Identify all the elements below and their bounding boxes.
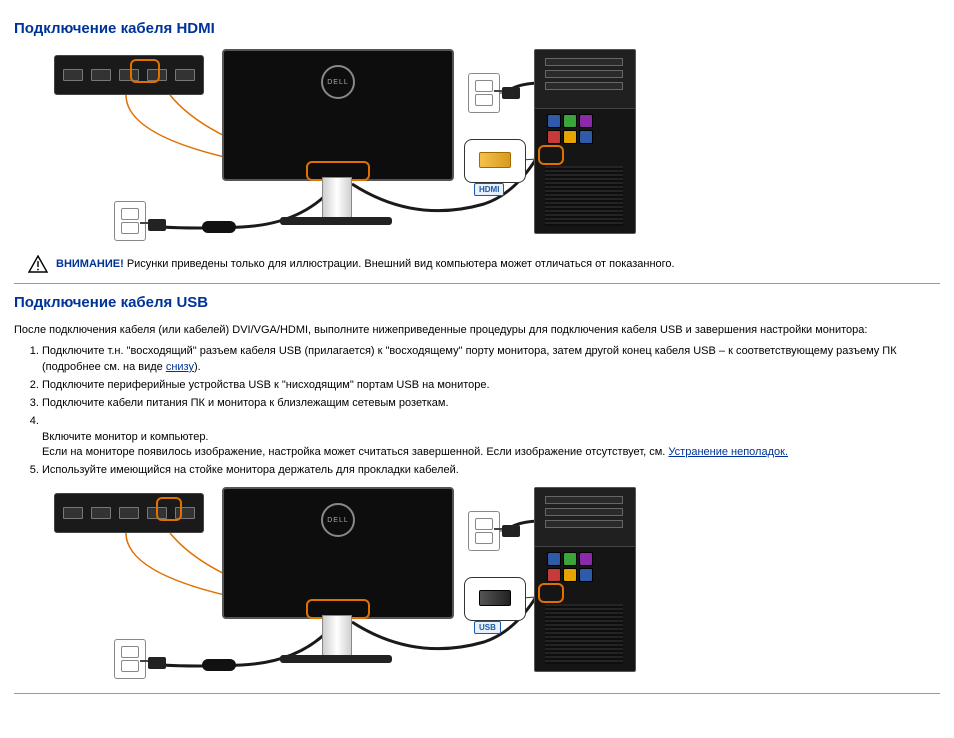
power-adapter xyxy=(202,221,236,233)
tag-usb: USB xyxy=(474,621,501,634)
port-highlight-tower-usb xyxy=(538,583,564,603)
list-item: Подключите кабели питания ПК и монитора … xyxy=(42,396,940,412)
list-item: Подключите т.н. "восходящий" разъем кабе… xyxy=(42,344,940,376)
caution-label: ВНИМАНИЕ! xyxy=(56,258,124,270)
step-text: Подключите периферийные устройства USB к… xyxy=(42,379,490,391)
monitor-ports-panel xyxy=(54,55,204,95)
power-plug-monitor xyxy=(148,219,166,231)
divider xyxy=(14,693,940,694)
wall-outlet-monitor xyxy=(114,201,146,241)
port-highlight-hdmi-panel xyxy=(130,59,160,83)
diagram-hdmi: DELL HDMI xyxy=(54,49,654,239)
callout-usb-plug xyxy=(464,577,526,621)
wall-outlet-monitor xyxy=(114,639,146,679)
monitor-neck xyxy=(322,615,352,659)
power-plug-monitor xyxy=(148,657,166,669)
wall-outlet-pc xyxy=(468,511,500,551)
heading-usb: Подключение кабеля USB xyxy=(14,294,940,311)
power-plug-pc xyxy=(502,87,520,99)
warning-icon xyxy=(28,255,48,273)
monitor-base xyxy=(280,217,392,225)
dell-logo: DELL xyxy=(321,65,355,99)
monitor-base xyxy=(280,655,392,663)
wall-outlet-pc xyxy=(468,73,500,113)
heading-hdmi: Подключение кабеля HDMI xyxy=(14,20,940,37)
step-text: ). xyxy=(194,361,201,373)
diagram-usb: DELL USB xyxy=(54,487,654,677)
caution-text: Рисунки приведены только для иллюстрации… xyxy=(124,258,675,270)
list-item: Подключите периферийные устройства USB к… xyxy=(42,378,940,394)
power-plug-pc xyxy=(502,525,520,537)
pc-tower xyxy=(534,49,636,234)
usb-steps-list: Подключите т.н. "восходящий" разъем кабе… xyxy=(42,344,940,480)
link-troubleshooting[interactable]: Устранение неполадок. xyxy=(668,446,788,458)
link-bottom-view[interactable]: снизу xyxy=(166,361,194,373)
pc-tower xyxy=(534,487,636,672)
port-highlight-usb-panel xyxy=(156,497,182,521)
tag-hdmi: HDMI xyxy=(474,183,504,196)
list-item: Включите монитор и компьютер. Если на мо… xyxy=(42,414,940,462)
divider xyxy=(14,283,940,284)
usb-intro: После подключения кабеля (или кабелей) D… xyxy=(14,323,940,338)
step-text: Используйте имеющийся на стойке монитора… xyxy=(42,464,459,476)
callout-hdmi-plug xyxy=(464,139,526,183)
port-highlight-tower-hdmi xyxy=(538,145,564,165)
dell-logo: DELL xyxy=(321,503,355,537)
power-adapter xyxy=(202,659,236,671)
step-text: Подключите кабели питания ПК и монитора … xyxy=(42,397,449,409)
monitor-neck xyxy=(322,177,352,221)
list-item: Используйте имеющийся на стойке монитора… xyxy=(42,463,940,479)
step-text: Включите монитор и компьютер. Если на мо… xyxy=(42,431,668,459)
caution-note: ВНИМАНИЕ! Рисунки приведены только для и… xyxy=(28,255,940,273)
